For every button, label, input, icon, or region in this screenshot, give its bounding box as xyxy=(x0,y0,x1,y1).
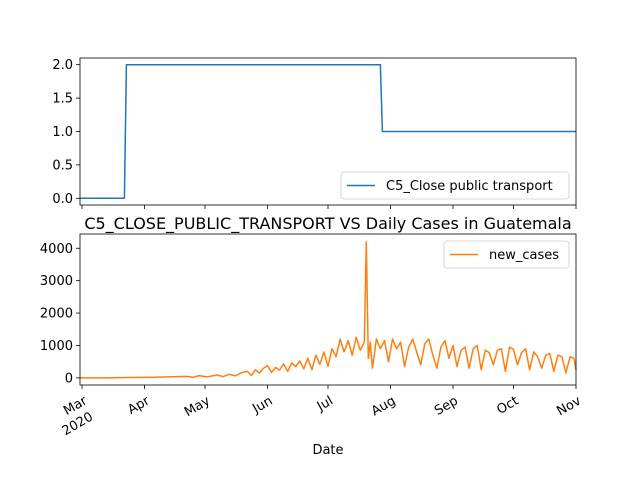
x-tick-label: Sep xyxy=(432,394,461,419)
chart-title: C5_CLOSE_PUBLIC_TRANSPORT VS Daily Cases… xyxy=(84,214,571,234)
bottom-y-tick-label: 0 xyxy=(65,371,73,386)
x-tick-label: Jul xyxy=(314,394,336,415)
top-legend-label: C5_Close public transport xyxy=(386,179,553,194)
top-legend-box xyxy=(340,171,570,200)
bottom-y-tick-label: 1000 xyxy=(40,339,73,354)
x-tick-label: May xyxy=(182,393,213,420)
top-y-tick-label: 0.0 xyxy=(52,192,73,207)
x-tick-label: Nov xyxy=(554,393,584,419)
bottom-y-tick-label: 4000 xyxy=(40,242,73,257)
bottom-legend: new_cases xyxy=(443,240,570,269)
bottom-legend-box xyxy=(443,240,570,269)
bottom-legend-label: new_cases xyxy=(489,248,559,263)
bottom-chart-panel: C5_CLOSE_PUBLIC_TRANSPORT VS Daily Cases… xyxy=(40,214,584,458)
top-y-tick-label: 2.0 xyxy=(52,58,73,73)
top-series-line-0 xyxy=(80,63,576,200)
bottom-y-tick-label: 2000 xyxy=(40,307,73,322)
top-chart-panel: 0.0 0.5 1.0 1.5 2.0 C5_Close public transpor… xyxy=(52,57,577,209)
x-tick-label: Apr xyxy=(125,393,153,418)
bottom-series-line-0 xyxy=(80,241,577,379)
x-tick-label: Jun xyxy=(249,394,275,418)
top-y-tick-label: 1.5 xyxy=(52,92,73,107)
x-tick-label: Oct xyxy=(494,394,521,418)
x-axis-label: Date xyxy=(312,443,343,458)
x-tick-label: Aug xyxy=(369,394,398,420)
top-y-tick-label: 1.0 xyxy=(52,125,73,140)
top-legend: C5_Close public transport xyxy=(340,171,570,200)
bottom-y-tick-label: 3000 xyxy=(40,274,73,289)
top-y-tick-label: 0.5 xyxy=(52,158,73,173)
